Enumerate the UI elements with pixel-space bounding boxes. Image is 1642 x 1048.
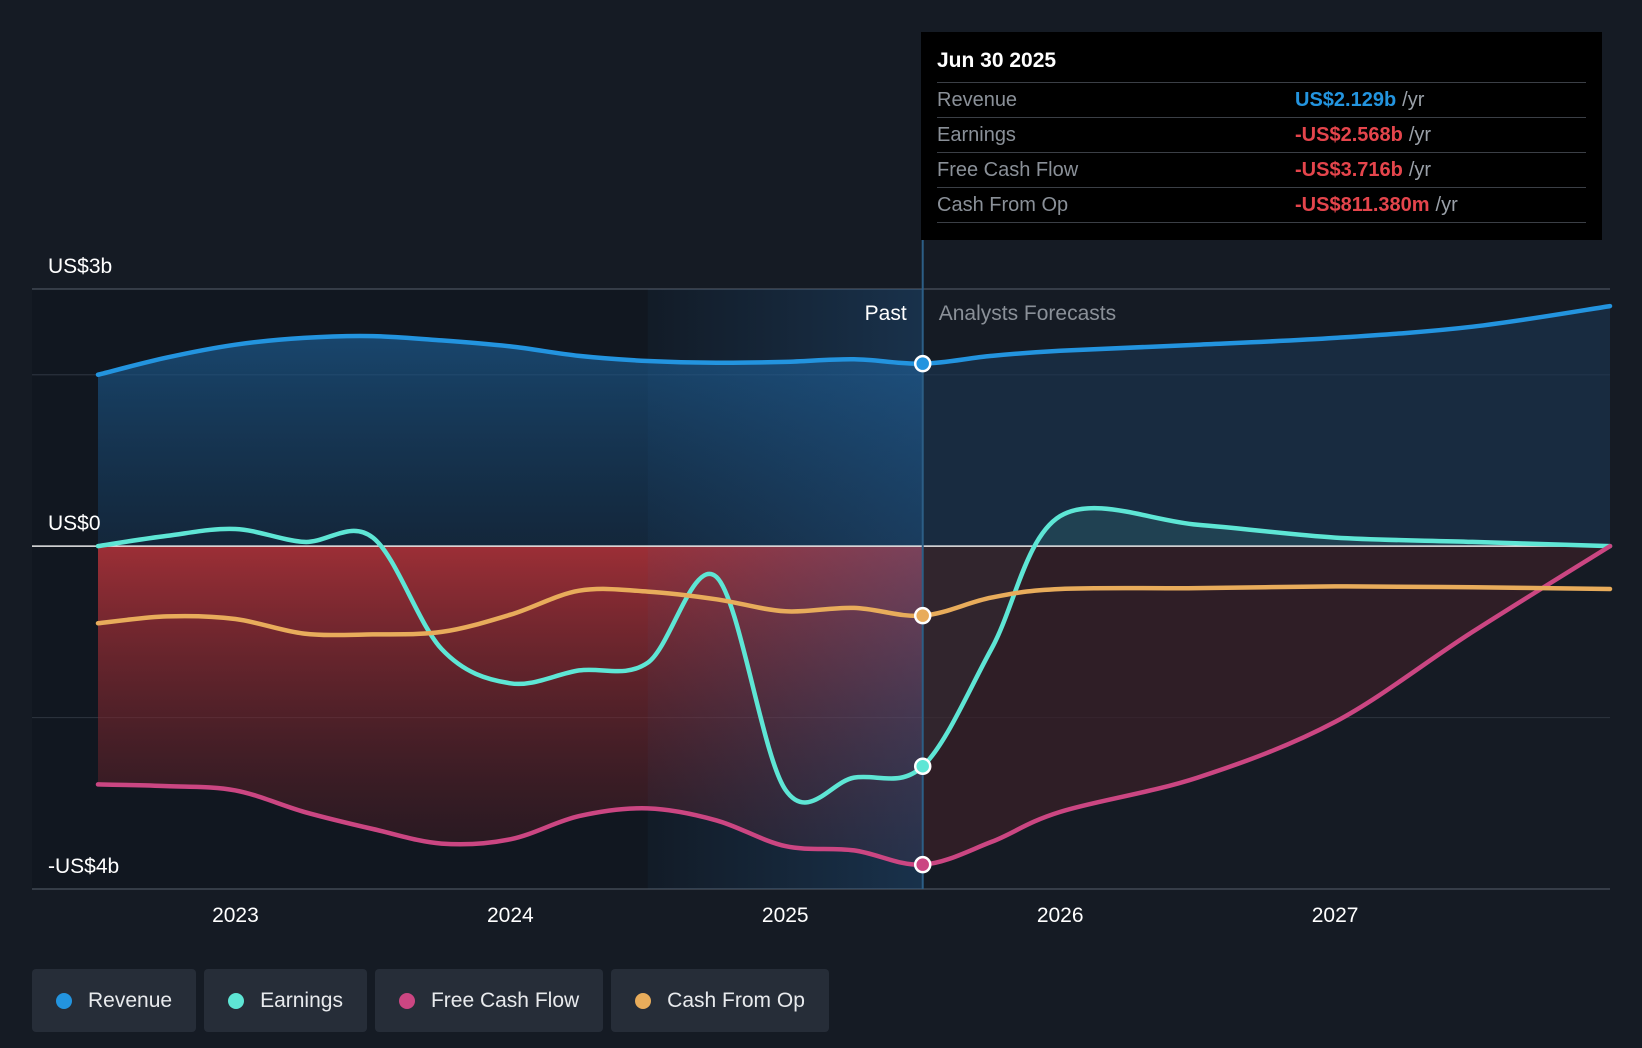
free-cash-flow-marker (913, 855, 932, 874)
legend-item-revenue[interactable]: Revenue (32, 969, 197, 1032)
legend-item-cash-from-op[interactable]: Cash From Op (611, 969, 829, 1032)
financial-chart: US$3b US$0 -US$4b 2023 2024 2025 2026 2027 Pas… (32, 240, 1613, 927)
legend-item-free-cash-flow[interactable]: Free Cash Flow (374, 969, 604, 1032)
free-cash-flow-area-forecast (922, 546, 1610, 865)
revenue-dot-icon (56, 992, 72, 1009)
x-tick-label: 2026 (1037, 904, 1084, 927)
past-label: Past (865, 302, 907, 325)
tooltip-value: US$2.129b/yr (1295, 89, 1425, 111)
tooltip-label: Revenue (937, 89, 1018, 111)
revenue-marker (913, 354, 932, 373)
series-lines (95, 303, 1613, 867)
x-axis-labels: 2023 2024 2025 2026 2027 (212, 904, 1358, 927)
tooltip: Jun 30 2025 Revenue US$2.129b/yr Earning… (921, 32, 1602, 240)
y-tick-label: US$0 (48, 512, 101, 535)
free-cash-flow-dot-icon (398, 992, 415, 1009)
forecast-label: Analysts Forecasts (939, 302, 1116, 325)
earnings-marker (913, 757, 932, 776)
tooltip-label: Free Cash Flow (937, 159, 1079, 181)
y-axis-labels: US$3b US$0 -US$4b (48, 255, 119, 878)
y-tick-label: -US$4b (48, 855, 119, 878)
tooltip-date: Jun 30 2025 (937, 46, 1586, 83)
tooltip-value: -US$3.716b/yr (1295, 159, 1432, 181)
revenue-area-forecast (922, 306, 1610, 547)
free-cash-flow-line (95, 543, 1613, 867)
cash-from-op-dot-icon (635, 992, 652, 1009)
legend-item-earnings[interactable]: Earnings (204, 969, 367, 1032)
y-tick-label: US$3b (48, 255, 112, 278)
legend-label: Cash From Op (667, 988, 805, 1012)
legend-label: Revenue (88, 988, 173, 1012)
legend-label: Earnings (260, 988, 343, 1012)
tooltip-row-revenue: Revenue US$2.129b/yr (937, 83, 1586, 118)
x-tick-label: 2024 (487, 904, 534, 927)
x-tick-label: 2023 (212, 904, 259, 927)
tooltip-value: -US$811.380m/yr (1295, 194, 1458, 216)
legend-label: Free Cash Flow (430, 988, 580, 1012)
x-tick-label: 2025 (762, 904, 809, 927)
tooltip-row-cash-from-op: Cash From Op -US$811.380m/yr (937, 188, 1586, 223)
legend: Revenue Earnings Free Cash Flow Cash Fro… (32, 969, 829, 1032)
series-markers (913, 354, 932, 874)
earnings-line (95, 505, 1613, 805)
x-tick-label: 2027 (1312, 904, 1359, 927)
cash-from-op-line (95, 584, 1613, 638)
tooltip-label: Cash From Op (937, 194, 1069, 216)
earnings-dot-icon (228, 992, 245, 1009)
highlight-band (647, 289, 923, 889)
cash-from-op-marker (913, 606, 932, 625)
tooltip-row-free-cash-flow: Free Cash Flow -US$3.716b/yr (937, 153, 1586, 188)
revenue-line (95, 303, 1613, 377)
tooltip-value: -US$2.568b/yr (1295, 124, 1432, 146)
tooltip-label: Earnings (937, 124, 1016, 146)
tooltip-row-earnings: Earnings -US$2.568b/yr (937, 118, 1586, 153)
